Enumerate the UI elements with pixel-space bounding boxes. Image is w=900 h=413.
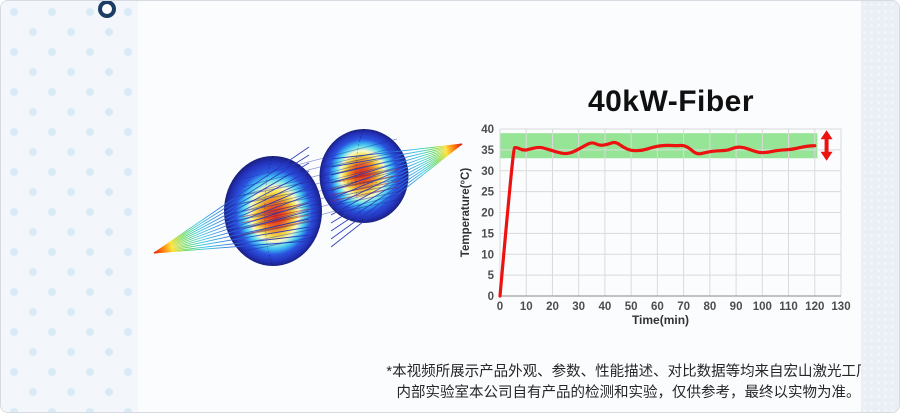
y-tick-label: 30	[481, 166, 494, 178]
grid-lines	[499, 128, 842, 297]
x-tick-label: 40	[599, 301, 612, 313]
x-axis-label: Time(min)	[632, 313, 689, 327]
beam-fan-left	[153, 146, 310, 254]
vertical-pin-decoration	[98, 1, 116, 351]
pin-ring-icon	[98, 1, 116, 18]
disclaimer-line-1: *本视频所展示产品外观、参数、性能描述、对比数据等均来自宏山激光工厂	[386, 364, 871, 380]
x-tick-label: 130	[831, 301, 850, 313]
fluctuation-arrow-icon	[820, 130, 833, 161]
y-tick-label: 20	[481, 208, 494, 220]
beam-fan-right	[330, 143, 463, 248]
y-tick-label: 25	[481, 187, 494, 199]
disclaimer-footnote: *本视频所展示产品外观、参数、性能描述、对比数据等均来自宏山激光工厂 内部实验室…	[376, 362, 881, 404]
right-texture-strip	[861, 1, 899, 412]
x-tick-label: 50	[625, 301, 638, 313]
x-tick-label: 10	[520, 301, 533, 313]
laser-lens-simulation-figure	[153, 128, 463, 267]
y-tick-label: 10	[481, 249, 494, 261]
x-tick-label: 20	[546, 301, 559, 313]
tick-labels: 0 10 20 30 40 50 60 70 80 90 100 110 120 130 0 5 10 15 20 2…	[481, 124, 850, 313]
dotted-pattern-strip	[1, 1, 138, 412]
lens-left-meridian	[264, 155, 274, 267]
disclaimer-line-2: 内部实验室本公司自有产品的检测和实验，仅供参考，最终以实物为准。	[396, 385, 861, 401]
x-tick-label: 0	[497, 301, 503, 313]
x-tick-label: 120	[805, 301, 824, 313]
y-tick-label: 0	[488, 291, 494, 303]
x-tick-label: 100	[753, 301, 772, 313]
x-tick-label: 110	[779, 301, 798, 313]
x-tick-label: 30	[572, 301, 585, 313]
x-tick-label: 60	[651, 301, 664, 313]
lens-right-equator	[319, 175, 409, 184]
x-tick-label: 70	[677, 301, 690, 313]
temperature-chart-svg: 0 10 20 30 40 50 60 70 80 90 100 110 120 130 0 5 10 15 20 2…	[460, 124, 851, 327]
x-tick-label: 90	[730, 301, 743, 313]
y-axis-label: Temperature(°C)	[460, 168, 472, 258]
temperature-chart: 0 10 20 30 40 50 60 70 80 90 100 110 120 130 0 5 10 15 20 2…	[451, 113, 891, 343]
y-tick-label: 5	[488, 270, 495, 282]
y-tick-label: 15	[481, 228, 494, 240]
beam-bundle-middle	[242, 138, 398, 236]
chart-title: 40kW-Fiber	[587, 85, 755, 118]
y-tick-label: 35	[481, 145, 494, 157]
y-tick-label: 40	[481, 124, 494, 136]
temperature-line	[498, 140, 817, 298]
x-tick-label: 80	[703, 301, 716, 313]
